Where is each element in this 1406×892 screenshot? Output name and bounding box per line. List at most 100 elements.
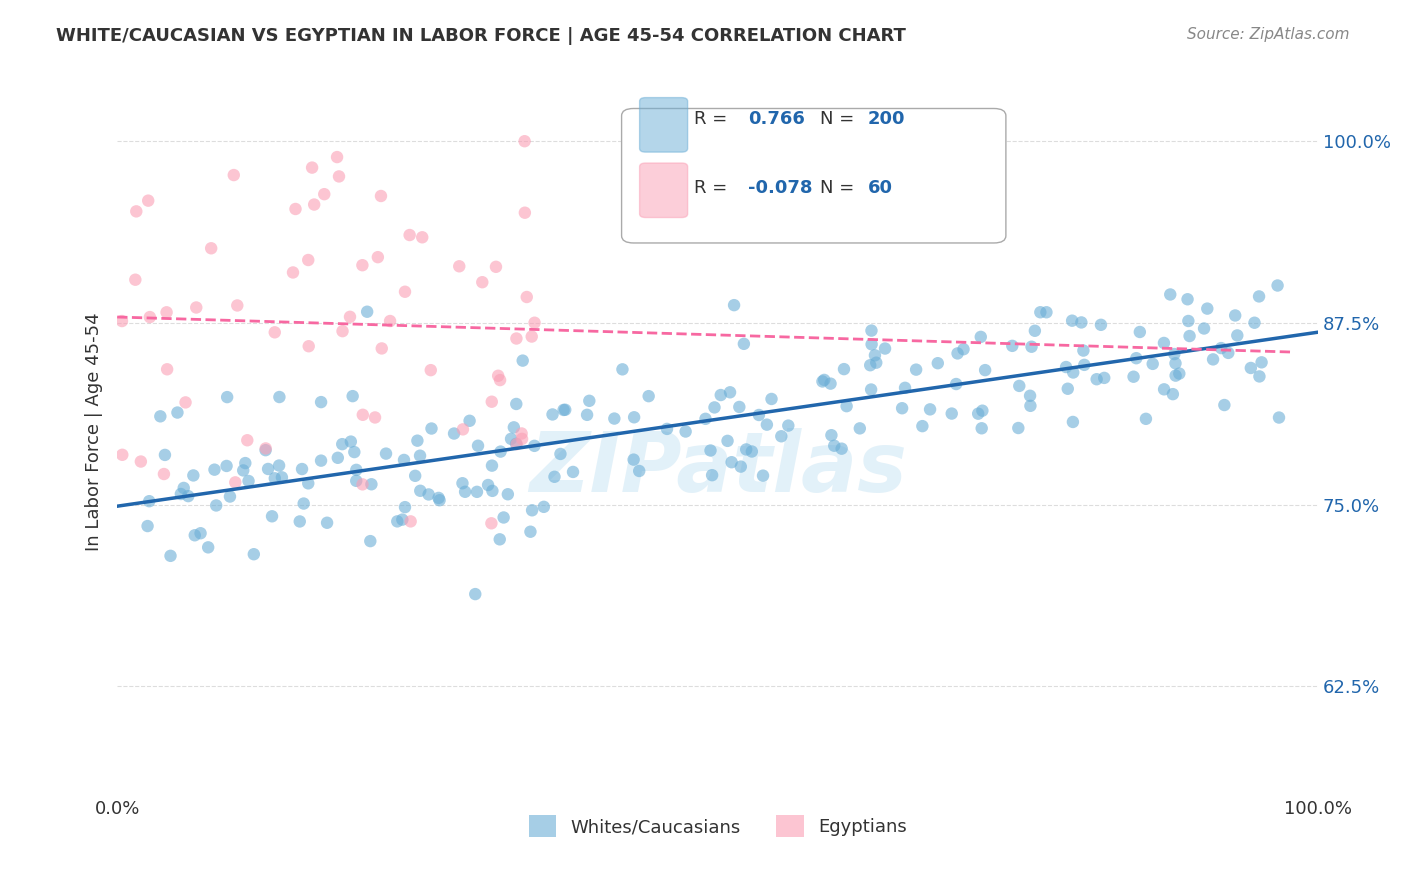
Point bbox=[156, 362, 179, 376]
Point bbox=[831, 442, 853, 456]
Point bbox=[675, 425, 697, 439]
Point bbox=[328, 169, 350, 184]
Point bbox=[184, 528, 207, 542]
Point bbox=[298, 339, 321, 353]
Point bbox=[339, 310, 361, 324]
Y-axis label: In Labor Force | Age 45-54: In Labor Force | Age 45-54 bbox=[86, 313, 103, 551]
Point bbox=[420, 421, 443, 435]
Point bbox=[411, 230, 433, 244]
Point bbox=[1225, 309, 1247, 323]
Point bbox=[952, 343, 974, 357]
Point bbox=[173, 481, 195, 495]
Point bbox=[464, 587, 486, 601]
Point bbox=[520, 503, 543, 517]
Point bbox=[703, 401, 725, 415]
Point bbox=[226, 298, 249, 312]
Point bbox=[344, 463, 367, 477]
Point bbox=[623, 452, 645, 467]
Point bbox=[1159, 287, 1181, 301]
Text: 0.766: 0.766 bbox=[748, 111, 804, 128]
Point bbox=[1073, 343, 1095, 358]
Point bbox=[918, 402, 941, 417]
Point bbox=[1142, 357, 1164, 371]
Point bbox=[477, 478, 499, 492]
Point bbox=[309, 395, 332, 409]
Point bbox=[520, 329, 543, 343]
Point bbox=[343, 445, 366, 459]
Point bbox=[699, 443, 721, 458]
Point bbox=[263, 471, 285, 485]
Point bbox=[905, 362, 928, 376]
Point bbox=[946, 346, 969, 360]
Point bbox=[489, 373, 512, 387]
Point bbox=[505, 437, 527, 451]
Point bbox=[1019, 389, 1042, 403]
Point bbox=[492, 510, 515, 524]
Point bbox=[427, 491, 450, 505]
Point bbox=[233, 456, 256, 470]
Point bbox=[352, 408, 374, 422]
Point bbox=[399, 515, 422, 529]
Point bbox=[510, 426, 533, 441]
Point bbox=[730, 459, 752, 474]
Point bbox=[111, 314, 134, 328]
Point bbox=[170, 487, 193, 501]
Point bbox=[1177, 314, 1199, 328]
Point bbox=[398, 227, 420, 242]
Point bbox=[159, 549, 181, 563]
Point bbox=[200, 241, 222, 255]
Point bbox=[243, 547, 266, 561]
Point bbox=[523, 316, 546, 330]
Point bbox=[471, 275, 494, 289]
Point bbox=[1164, 356, 1187, 370]
Point bbox=[236, 434, 259, 448]
Point bbox=[505, 437, 527, 451]
Point bbox=[267, 458, 290, 473]
Point bbox=[1240, 361, 1263, 376]
Point bbox=[891, 401, 914, 416]
Point bbox=[356, 304, 378, 318]
Point bbox=[1177, 292, 1199, 306]
FancyBboxPatch shape bbox=[640, 163, 688, 218]
Point bbox=[1168, 367, 1191, 381]
Point bbox=[655, 422, 678, 436]
Point bbox=[710, 388, 733, 402]
Point bbox=[863, 348, 886, 362]
Point bbox=[718, 385, 741, 400]
Point bbox=[533, 500, 555, 514]
Point bbox=[224, 475, 246, 490]
Point bbox=[748, 408, 770, 422]
Point bbox=[628, 464, 651, 478]
Point bbox=[129, 454, 152, 468]
Point bbox=[326, 450, 349, 465]
Point bbox=[1062, 366, 1084, 380]
Point bbox=[720, 455, 742, 469]
Point bbox=[392, 453, 415, 467]
Point bbox=[215, 458, 238, 473]
Point bbox=[752, 468, 775, 483]
Point bbox=[496, 487, 519, 501]
Point bbox=[465, 484, 488, 499]
Point bbox=[972, 403, 994, 417]
Point bbox=[254, 443, 277, 458]
Point bbox=[873, 342, 896, 356]
Point bbox=[1008, 379, 1031, 393]
Point bbox=[281, 265, 304, 279]
Text: R =: R = bbox=[693, 111, 733, 128]
Point bbox=[541, 408, 564, 422]
Point bbox=[1129, 325, 1152, 339]
Point bbox=[741, 444, 763, 458]
Point bbox=[1226, 328, 1249, 343]
Point bbox=[499, 432, 522, 446]
FancyBboxPatch shape bbox=[621, 109, 1005, 243]
Point bbox=[479, 516, 502, 531]
Point bbox=[454, 484, 477, 499]
Point bbox=[217, 390, 239, 404]
Point bbox=[505, 397, 527, 411]
Point bbox=[205, 499, 228, 513]
Point bbox=[733, 336, 755, 351]
Point bbox=[927, 356, 949, 370]
Point bbox=[326, 150, 349, 164]
Point bbox=[823, 439, 845, 453]
Point bbox=[1267, 278, 1289, 293]
